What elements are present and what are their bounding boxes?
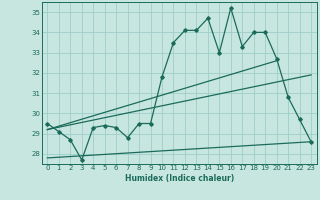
X-axis label: Humidex (Indice chaleur): Humidex (Indice chaleur): [124, 174, 234, 183]
